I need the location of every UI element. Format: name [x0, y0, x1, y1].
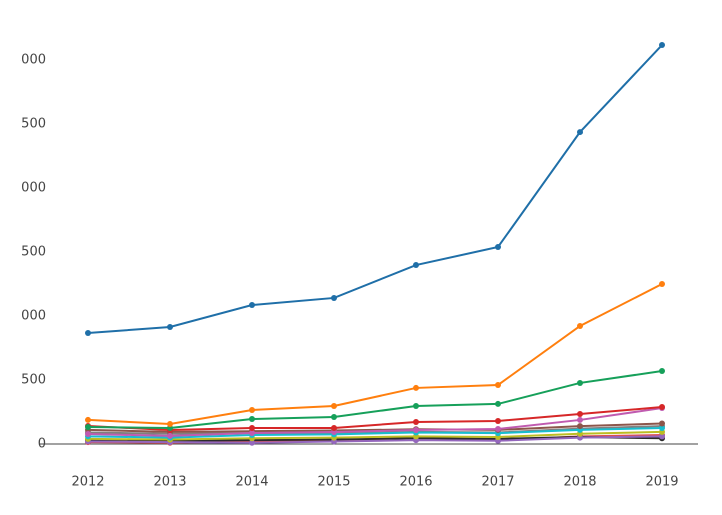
plot-area [85, 42, 665, 446]
point [659, 281, 665, 287]
point [413, 384, 419, 391]
series-line [87, 430, 663, 441]
point [249, 301, 255, 308]
series-line [87, 407, 663, 437]
point [659, 433, 665, 440]
point [577, 379, 583, 386]
point [659, 404, 665, 411]
x-tick-label: 2012 [71, 475, 104, 490]
point [249, 425, 255, 431]
point [577, 411, 583, 418]
point [659, 42, 665, 49]
point [495, 426, 501, 433]
point [167, 421, 173, 428]
y-tick-label: 2500 [13, 117, 46, 132]
y-tick-label: 3000 [13, 53, 46, 68]
point [495, 244, 501, 251]
point [577, 129, 583, 136]
y-tick-label: 500 [21, 373, 46, 388]
point [85, 416, 91, 423]
x-tick-label: 2015 [317, 475, 350, 490]
point [85, 330, 91, 337]
point [331, 413, 337, 420]
series-line [87, 435, 663, 444]
x-tick-label: 2019 [645, 475, 678, 490]
point [577, 322, 583, 329]
point [249, 406, 255, 413]
series-line [87, 427, 663, 439]
point [577, 416, 583, 423]
y-tick-label: 1000 [13, 309, 46, 324]
x-tick-label: 2014 [235, 475, 268, 490]
x-tick-label: 2013 [153, 475, 186, 490]
series-line [87, 422, 663, 433]
point [659, 368, 665, 375]
point [249, 429, 255, 436]
point [659, 425, 665, 431]
series-line [87, 44, 663, 335]
x-tick-label: 2016 [399, 475, 432, 490]
series-line [87, 406, 663, 432]
point [167, 432, 173, 439]
series-line [87, 370, 663, 430]
y-tick-label: 1500 [13, 245, 46, 260]
point [413, 262, 419, 269]
point [331, 402, 337, 409]
point [659, 420, 665, 427]
point [495, 417, 501, 424]
point [249, 439, 255, 446]
point [495, 381, 501, 388]
point [413, 427, 419, 434]
point [495, 400, 501, 407]
point [577, 423, 583, 430]
x-tick-label: 2018 [563, 475, 596, 490]
point [331, 425, 337, 431]
point [413, 402, 419, 409]
point [167, 324, 173, 331]
point [249, 416, 255, 423]
point [85, 423, 91, 430]
point [331, 294, 337, 301]
point [413, 418, 419, 425]
point [85, 431, 91, 438]
x-tick-label: 2017 [481, 475, 514, 490]
y-tick-label: 2000 [13, 181, 46, 196]
series-line [87, 283, 663, 426]
